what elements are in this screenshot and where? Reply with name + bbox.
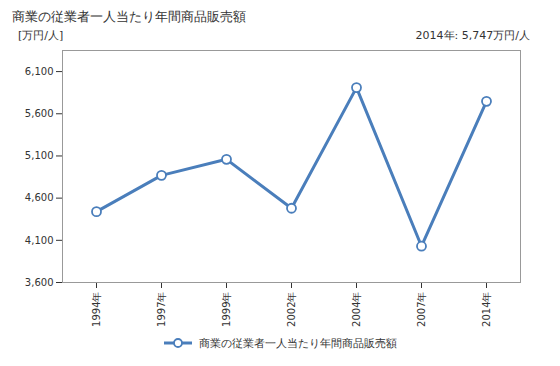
html-text:商業の従業者一人当たり年間商品販売額: 商業の従業者一人当たり年間商品販売額 bbox=[12, 9, 246, 24]
svg-text:2004年: 2004年 bbox=[351, 292, 362, 327]
html-text:2014年: 5,747万円/人: 2014年: 5,747万円/人 bbox=[415, 29, 530, 42]
svg-text:1999年: 1999年 bbox=[221, 292, 232, 327]
svg-text:4,600: 4,600 bbox=[25, 192, 54, 203]
svg-text:2014年: 2014年 bbox=[481, 292, 492, 327]
svg-text:4,100: 4,100 bbox=[25, 235, 54, 246]
svg-text:5,100: 5,100 bbox=[25, 150, 54, 161]
svg-text:1997年: 1997年 bbox=[156, 292, 167, 327]
svg-text:2002年: 2002年 bbox=[286, 292, 297, 327]
svg-text:6,100: 6,100 bbox=[25, 66, 54, 77]
svg-text:2007年: 2007年 bbox=[416, 292, 427, 327]
html-text:[万円/人]: [万円/人] bbox=[18, 29, 64, 42]
svg-text:5,600: 5,600 bbox=[25, 108, 54, 119]
html-text:商業の従業者一人当たり年間商品販売額: 商業の従業者一人当たり年間商品販売額 bbox=[199, 336, 397, 350]
svg-text:1994年: 1994年 bbox=[91, 292, 102, 327]
svg-text:3,600: 3,600 bbox=[25, 277, 54, 288]
